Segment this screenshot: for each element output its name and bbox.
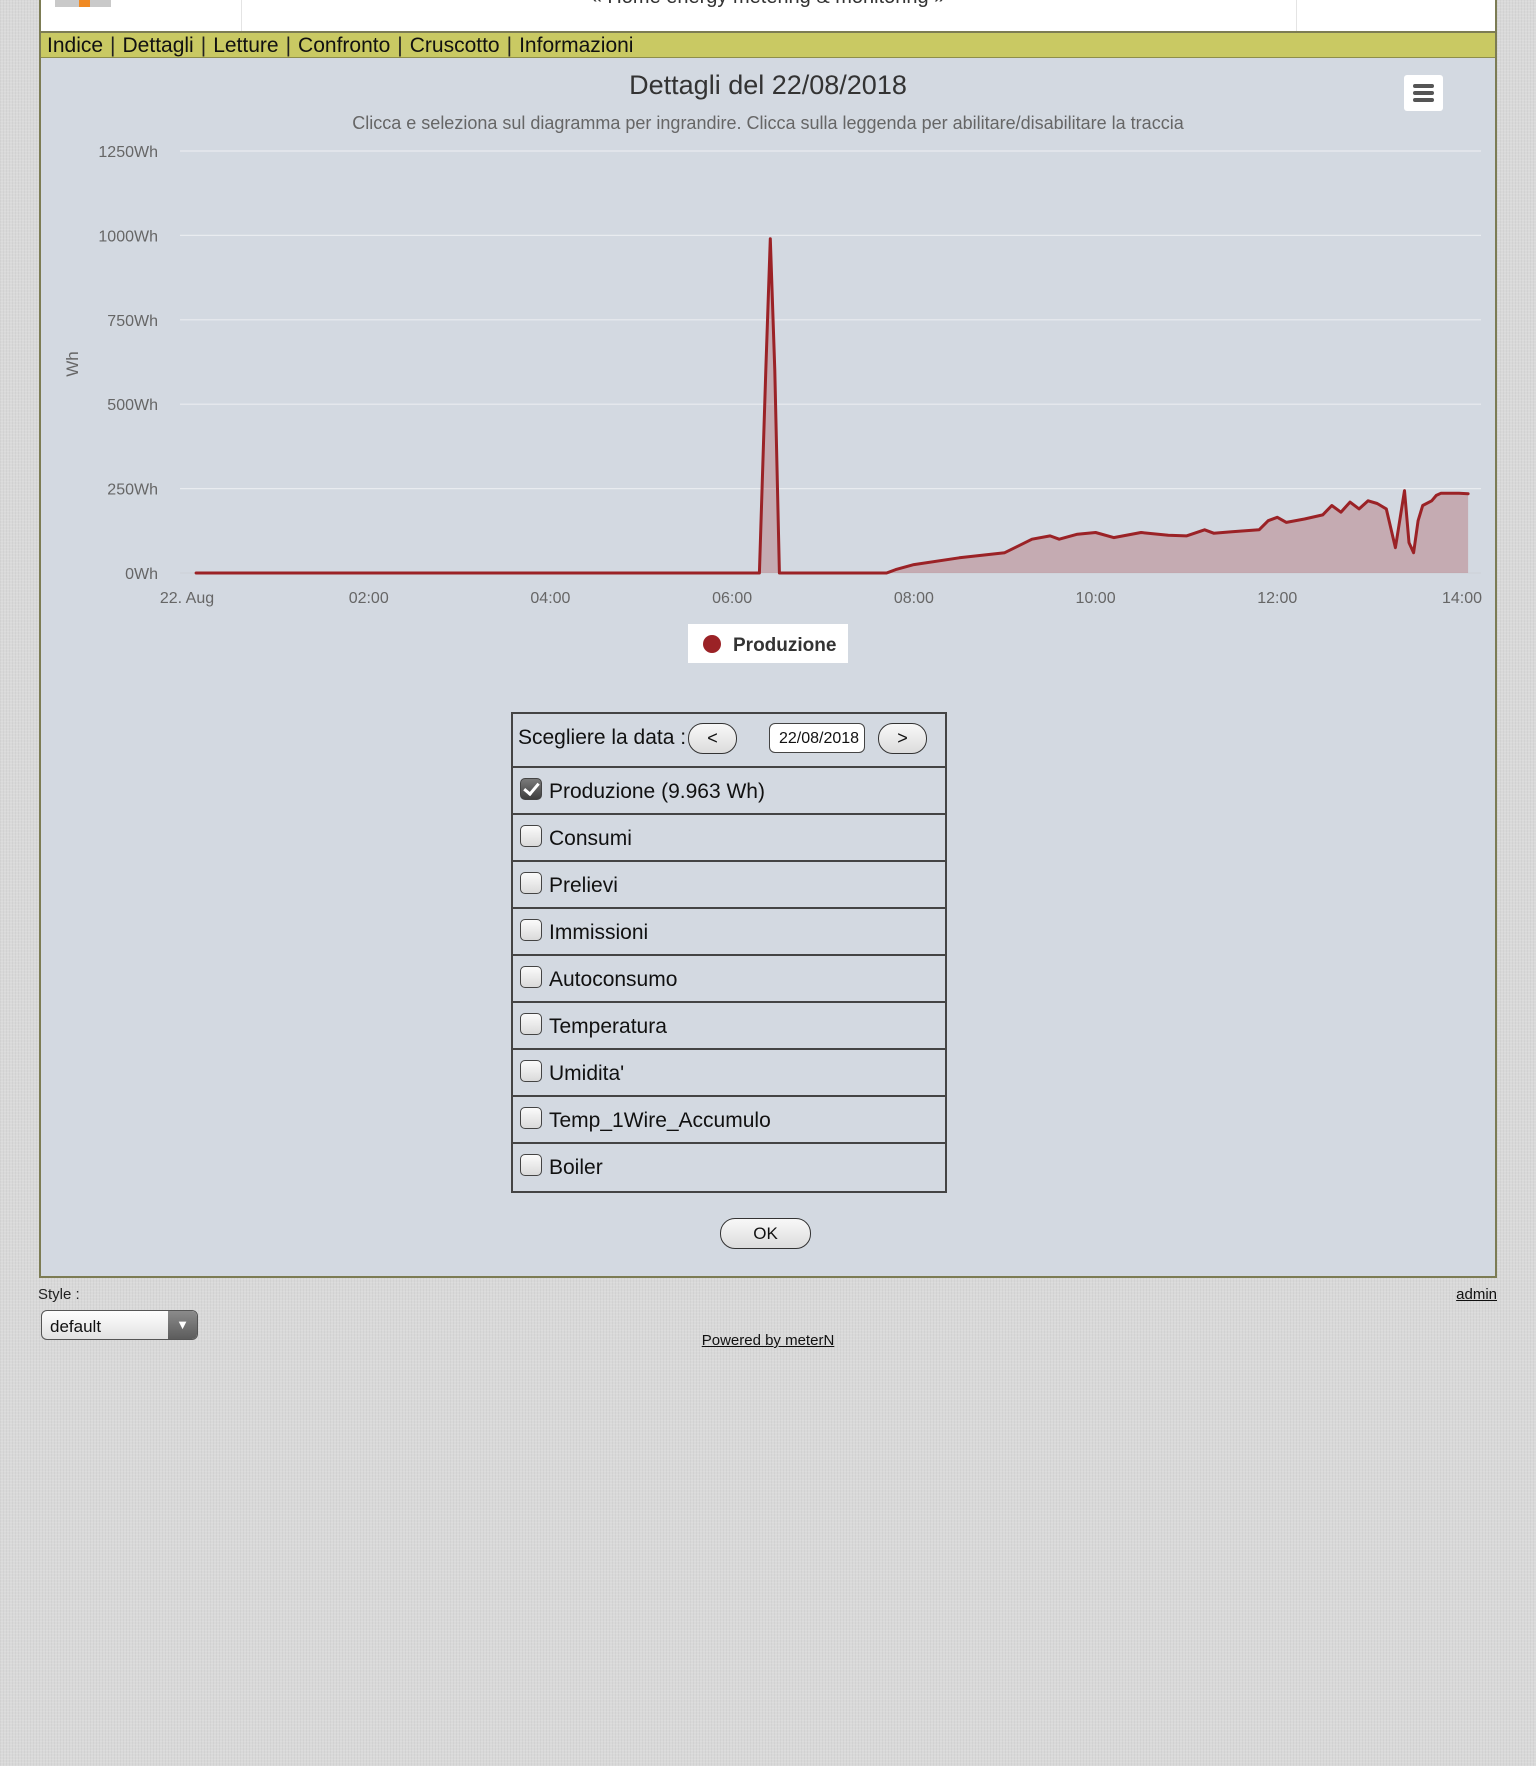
header-strip: « Home energy metering & monitoring »: [41, 0, 1495, 33]
chart-legend[interactable]: Produzione: [688, 624, 848, 663]
y-axis-label: Wh: [63, 351, 82, 377]
hamburger-menu-icon[interactable]: [1404, 75, 1443, 111]
menu-bar-line: [1413, 84, 1434, 88]
header-divider: [1296, 0, 1297, 31]
option-row: Umidita': [513, 1050, 945, 1097]
x-tick-label: 02:00: [349, 590, 389, 607]
checkbox-consumi[interactable]: [520, 825, 542, 847]
x-tick-label: 04:00: [530, 590, 570, 607]
menu-separator: |: [110, 34, 116, 57]
checkbox-umidita[interactable]: [520, 1060, 542, 1082]
option-row: Temperatura: [513, 1003, 945, 1050]
menu-item-confronto[interactable]: Confronto: [298, 34, 391, 57]
date-selection-form: Scegliere la data : < 22/08/2018 > Produ…: [511, 712, 947, 1193]
option-row: Temp_1Wire_Accumulo: [513, 1097, 945, 1144]
chevron-down-icon: ▼: [168, 1311, 197, 1339]
menu-bar-line: [1413, 98, 1434, 102]
ok-button[interactable]: OK: [720, 1218, 811, 1249]
style-select-value: default: [50, 1317, 102, 1336]
option-row: Immissioni: [513, 909, 945, 956]
chart-grid: [180, 150, 1481, 574]
checkbox-immissioni[interactable]: [520, 919, 542, 941]
legend-item-produzione[interactable]: Produzione: [733, 635, 836, 656]
x-tick-label: 22. Aug: [160, 590, 214, 607]
option-row: Boiler: [513, 1144, 945, 1191]
option-label: Consumi: [549, 827, 632, 850]
y-tick-label: 1000Wh: [98, 228, 158, 245]
option-row: Produzione (9.963 Wh): [513, 768, 945, 815]
y-tick-label: 750Wh: [107, 313, 158, 330]
x-tick-label: 14:00: [1442, 590, 1482, 607]
next-day-button[interactable]: >: [878, 723, 927, 754]
series-area-produzione: [196, 238, 1469, 574]
menu-separator: |: [285, 34, 292, 57]
y-tick-label: 1250Wh: [98, 144, 158, 161]
menu-item-indice[interactable]: Indice: [47, 34, 104, 57]
option-label: Prelievi: [549, 874, 618, 897]
date-input[interactable]: 22/08/2018: [769, 723, 865, 753]
option-label: Autoconsumo: [549, 968, 678, 991]
date-label: Scegliere la data :: [518, 726, 687, 749]
y-tick-label: 250Wh: [107, 482, 158, 499]
y-tick-label: 500Wh: [107, 397, 158, 414]
menu-item-cruscotto[interactable]: Cruscotto: [409, 34, 500, 57]
option-label: Umidita': [549, 1062, 625, 1085]
option-label: Temp_1Wire_Accumulo: [549, 1109, 771, 1132]
menu-separator: |: [397, 34, 403, 57]
powered-by: Powered by meterN: [0, 1332, 1536, 1349]
option-label: Immissioni: [549, 921, 649, 944]
y-tick-label: 0Wh: [125, 566, 158, 583]
menu-item-informazioni[interactable]: Informazioni: [519, 34, 634, 57]
logo-mark: [79, 0, 90, 7]
option-label: Boiler: [549, 1156, 603, 1179]
legend-marker-produzione: [703, 635, 721, 653]
option-row: Consumi: [513, 815, 945, 862]
menu-separator: |: [506, 34, 513, 57]
chart-title: Dettagli del 22/08/2018: [629, 70, 907, 100]
checkbox-temp-1wire-accumulo[interactable]: [520, 1107, 542, 1129]
y-axis-ticks: 0Wh 250Wh 500Wh 750Wh 1000Wh 1250Wh: [98, 144, 158, 583]
admin-link[interactable]: admin: [1456, 1286, 1497, 1303]
x-axis-ticks: 22. Aug 02:00 04:00 06:00 08:00 10:00 12:00 14:…: [160, 590, 1482, 607]
series-line-produzione[interactable]: [194, 237, 1470, 575]
menu-bar-line: [1413, 91, 1434, 95]
x-tick-label: 12:00: [1257, 590, 1297, 607]
chart[interactable]: 0Wh 250Wh 500Wh 750Wh 1000Wh 1250Wh 22. Aug 02…: [0, 0, 1536, 700]
header-divider: [241, 0, 242, 31]
powered-by-link[interactable]: Powered by meterN: [701, 1332, 835, 1349]
style-label: Style :: [38, 1286, 80, 1303]
menu-item-letture[interactable]: Letture: [213, 34, 279, 57]
x-tick-label: 10:00: [1076, 590, 1116, 607]
date-row: Scegliere la data : < 22/08/2018 >: [513, 714, 945, 768]
checkbox-produzione[interactable]: [520, 778, 542, 800]
header-title: « Home energy metering & monitoring »: [41, 0, 1495, 9]
option-label: Produzione (9.963 Wh): [549, 780, 765, 803]
style-select[interactable]: default ▼: [41, 1310, 198, 1340]
checkbox-prelievi[interactable]: [520, 872, 542, 894]
x-tick-label: 06:00: [712, 590, 752, 607]
checkbox-boiler[interactable]: [520, 1154, 542, 1176]
x-tick-label: 08:00: [894, 590, 934, 607]
option-row: Prelievi: [513, 862, 945, 909]
menu-separator: |: [200, 34, 207, 57]
option-label: Temperatura: [549, 1015, 667, 1038]
prev-day-button[interactable]: <: [688, 723, 737, 754]
main-menu: Indice | Dettagli | Letture | Confronto | Crusco…: [41, 33, 1495, 58]
series-produzione[interactable]: [194, 237, 1470, 575]
option-row: Autoconsumo: [513, 956, 945, 1003]
chart-subtitle: Clicca e seleziona sul diagramma per ing…: [352, 113, 1184, 133]
menu-item-dettagli[interactable]: Dettagli: [122, 34, 194, 57]
checkbox-temperatura[interactable]: [520, 1013, 542, 1035]
checkbox-autoconsumo[interactable]: [520, 966, 542, 988]
